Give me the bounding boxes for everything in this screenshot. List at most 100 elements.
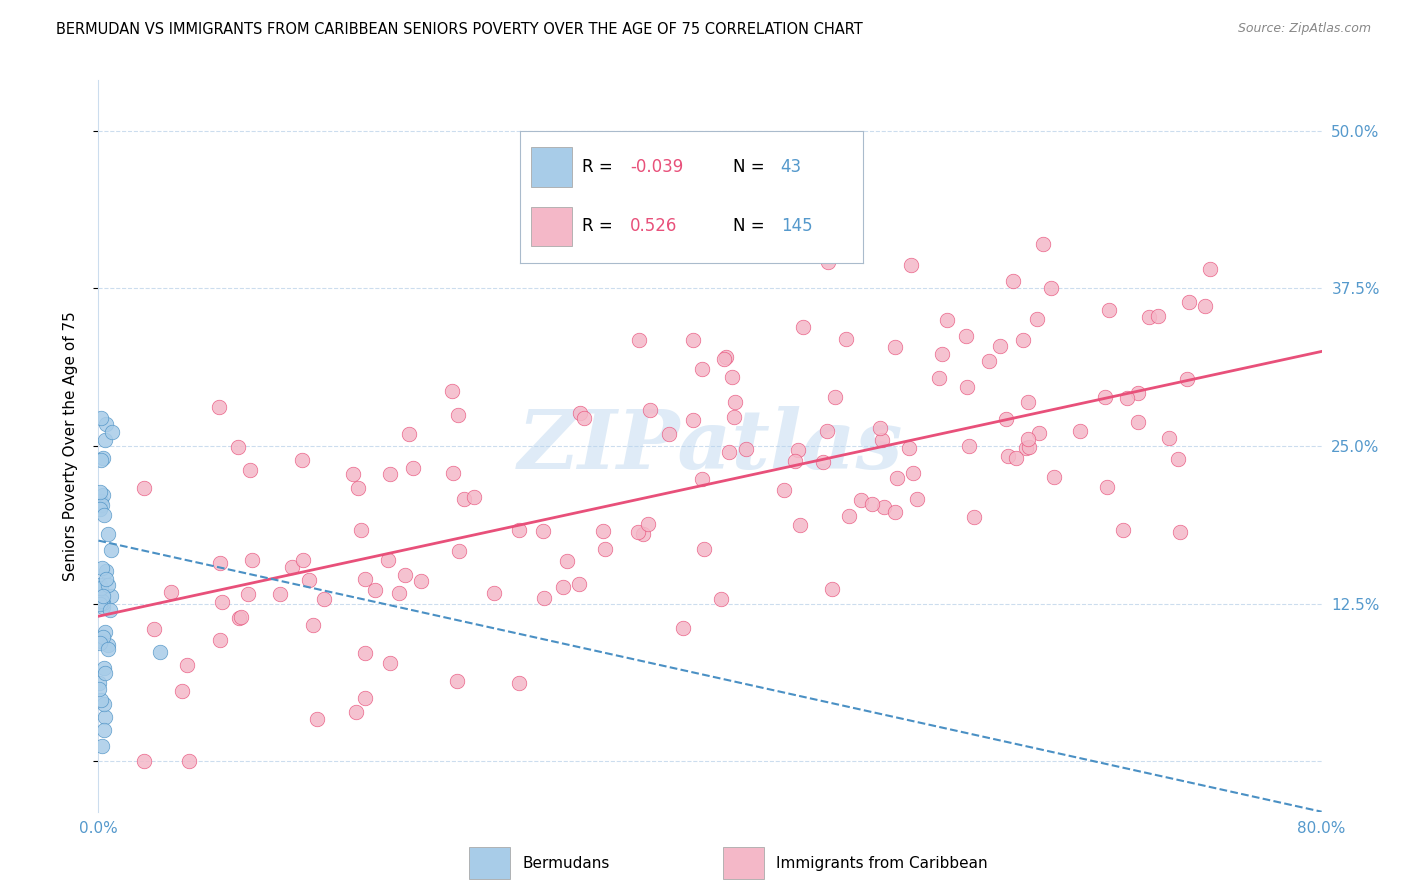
Point [90, 582, 112, 596]
FancyBboxPatch shape [530, 207, 572, 246]
Text: N =: N = [733, 158, 769, 176]
Point [692, 362, 714, 376]
Point [441, 466, 464, 480]
Point [90, 452, 112, 467]
Text: 43: 43 [780, 158, 801, 176]
Point [301, 617, 323, 632]
Point [292, 553, 315, 567]
Point [1005, 450, 1028, 465]
FancyBboxPatch shape [530, 147, 572, 186]
Point [815, 425, 838, 439]
Point [1069, 424, 1091, 438]
Point [1167, 452, 1189, 467]
Point [90, 494, 112, 508]
Point [897, 441, 920, 455]
Point [93, 723, 115, 737]
Point [91, 597, 114, 611]
Point [555, 554, 578, 568]
Point [1017, 432, 1039, 446]
Point [955, 329, 977, 343]
Point [94, 572, 117, 586]
Point [962, 509, 984, 524]
Point [132, 754, 155, 768]
Point [792, 319, 814, 334]
Point [142, 622, 165, 636]
Point [269, 587, 291, 601]
Point [658, 427, 681, 442]
Point [208, 633, 231, 648]
Point [344, 705, 367, 719]
Point [94, 624, 117, 639]
Point [94, 433, 117, 447]
Point [91, 630, 114, 644]
Point [91, 488, 114, 502]
Point [90, 633, 112, 648]
Point [402, 460, 425, 475]
Point [93, 665, 115, 680]
Point [551, 580, 574, 594]
Point [735, 442, 758, 456]
Point [905, 492, 928, 507]
Point [508, 676, 530, 690]
Point [1015, 441, 1038, 455]
Point [90, 692, 112, 706]
Point [94, 710, 117, 724]
Text: Bermudans: Bermudans [522, 855, 610, 871]
Point [1137, 310, 1160, 325]
Point [1194, 299, 1216, 313]
FancyBboxPatch shape [470, 847, 510, 879]
Point [1126, 415, 1149, 429]
Text: Source: ZipAtlas.com: Source: ZipAtlas.com [1237, 22, 1371, 36]
Point [860, 497, 883, 511]
Point [93, 508, 115, 522]
Point [572, 411, 595, 425]
Point [672, 621, 695, 635]
Point [229, 610, 252, 624]
Point [1178, 295, 1201, 310]
Point [724, 394, 747, 409]
Point [91, 589, 114, 603]
Point [90, 498, 112, 512]
Point [291, 453, 314, 467]
Point [97, 638, 120, 652]
Point [298, 573, 321, 587]
Point [627, 525, 650, 540]
Point [508, 523, 530, 537]
Point [170, 684, 193, 698]
Point [398, 426, 420, 441]
Point [353, 646, 375, 660]
Point [97, 527, 120, 541]
Point [1028, 425, 1050, 440]
Point [1002, 274, 1025, 288]
Point [447, 408, 470, 422]
Point [883, 340, 905, 354]
Point [931, 347, 953, 361]
Point [787, 443, 810, 458]
Point [94, 564, 117, 578]
Text: -0.039: -0.039 [630, 158, 683, 176]
Point [307, 712, 329, 726]
Point [721, 370, 744, 384]
Point [851, 492, 873, 507]
Point [783, 454, 806, 468]
Point [883, 504, 905, 518]
Point [713, 351, 735, 366]
Text: R =: R = [582, 158, 619, 176]
Point [1012, 334, 1035, 348]
FancyBboxPatch shape [723, 847, 765, 879]
Point [239, 463, 262, 477]
Point [900, 258, 922, 272]
Point [98, 603, 121, 617]
Point [1094, 390, 1116, 404]
Point [1198, 262, 1220, 277]
Point [1112, 523, 1135, 537]
Point [959, 439, 981, 453]
Point [533, 591, 555, 605]
Point [484, 586, 506, 600]
Point [567, 576, 589, 591]
Point [388, 586, 411, 600]
Point [869, 421, 891, 435]
Point [89, 676, 111, 690]
Point [1126, 386, 1149, 401]
Point [463, 490, 485, 504]
